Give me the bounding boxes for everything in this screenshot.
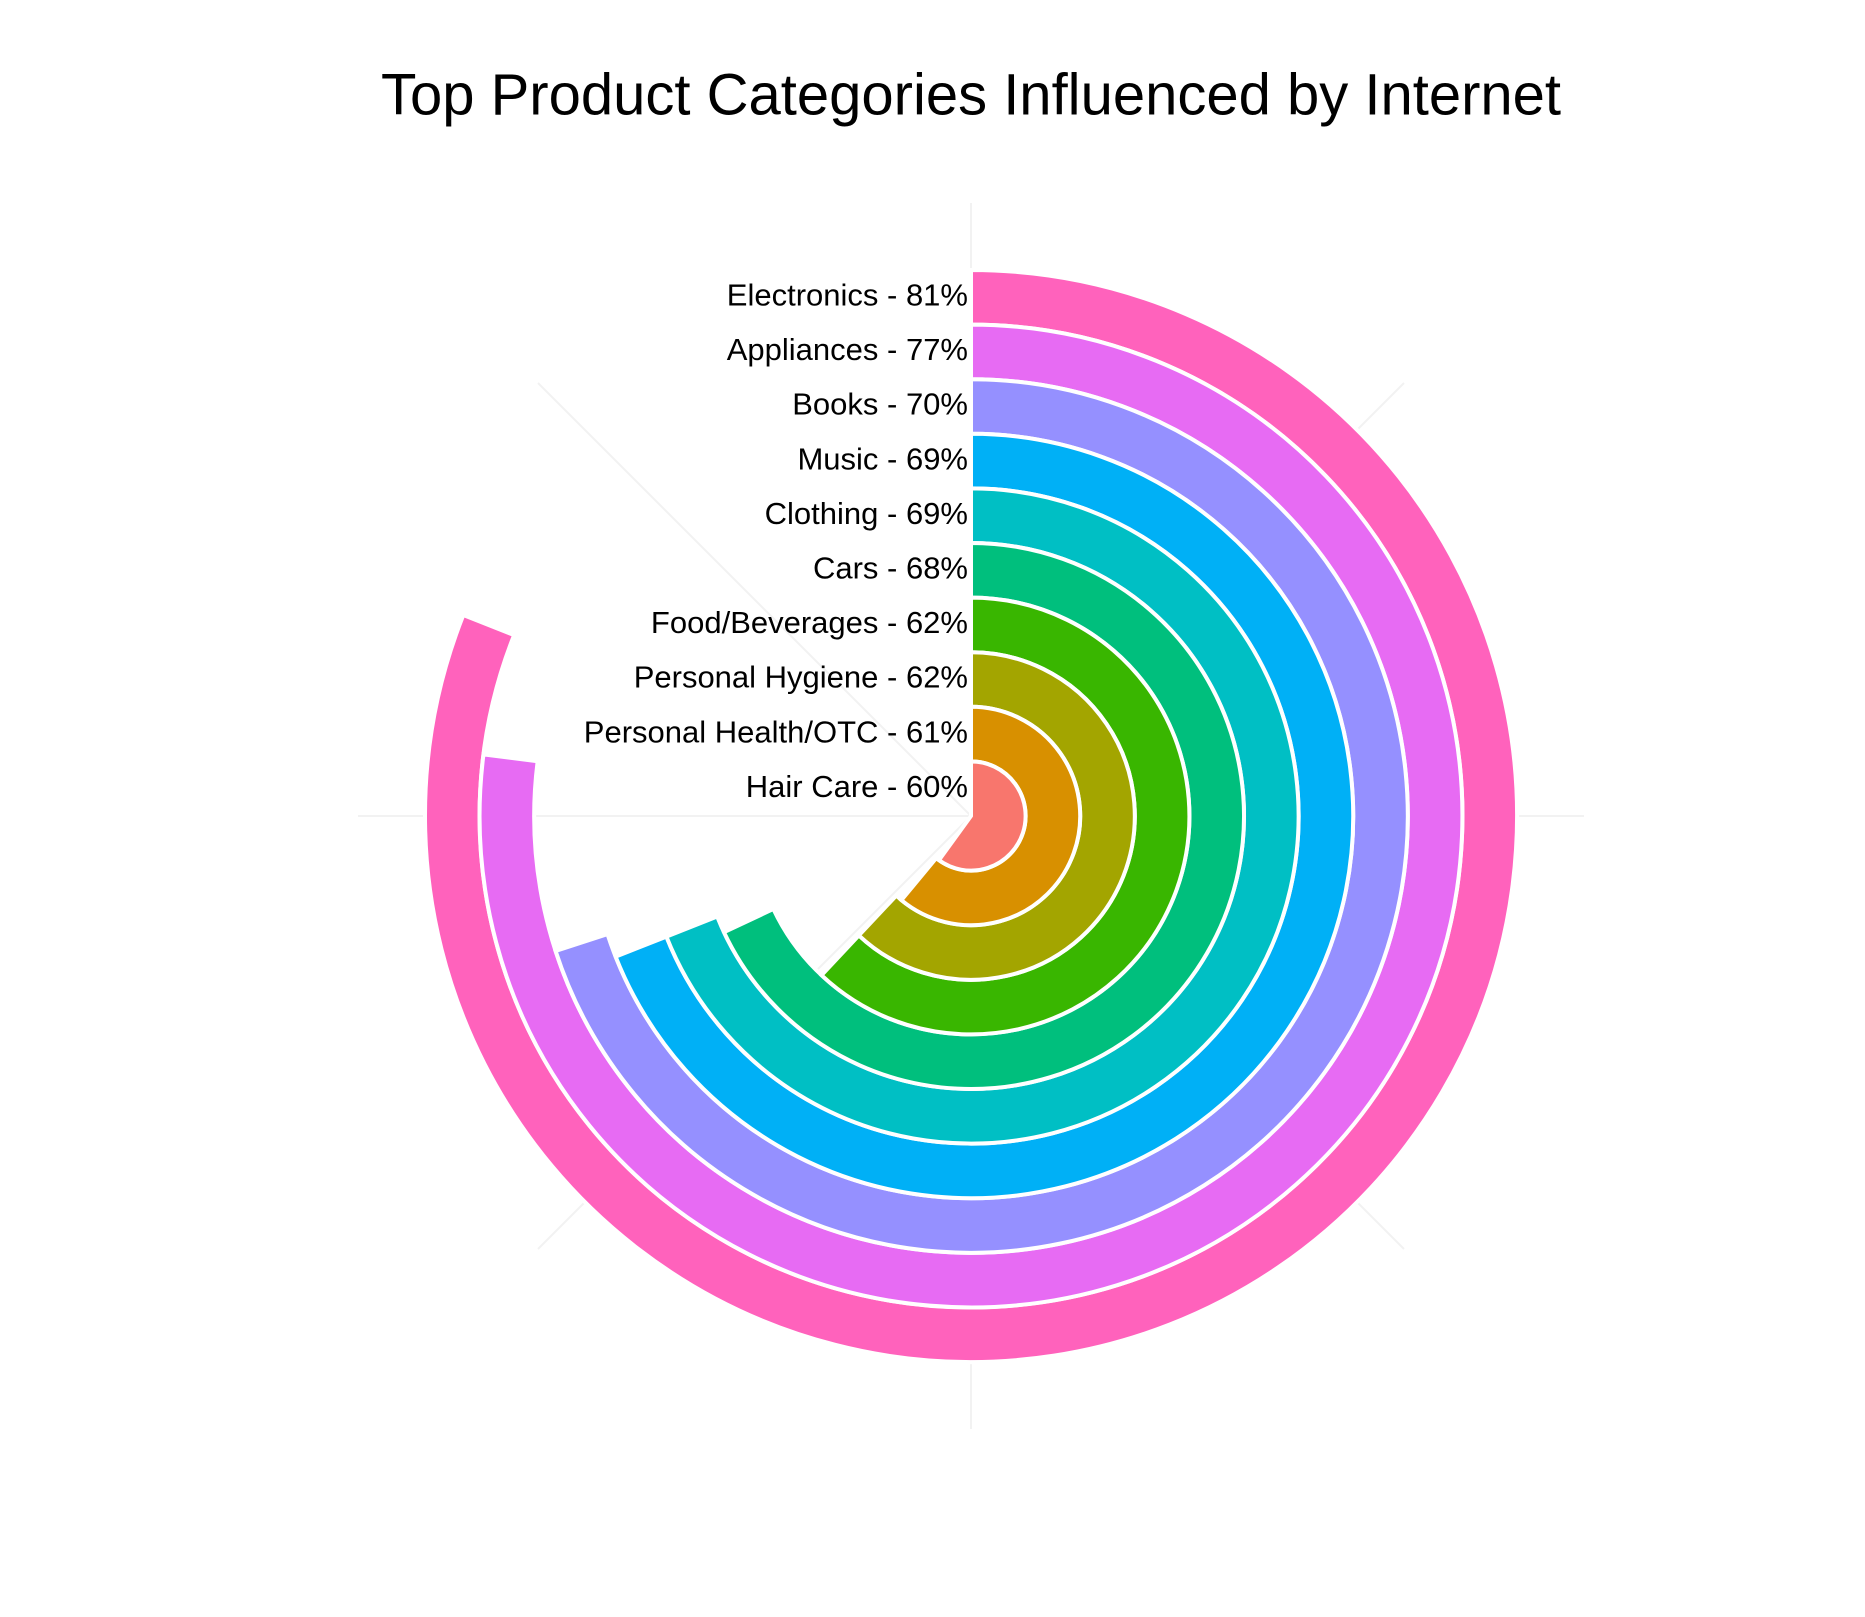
radial-bar — [936, 759, 1028, 873]
data-label: Food/Beverages - 62% — [651, 605, 968, 640]
chart-title: Top Product Categories Influenced by Int… — [381, 62, 1561, 127]
data-label: Personal Health/OTC - 61% — [584, 714, 968, 749]
data-label: Appliances - 77% — [727, 332, 968, 367]
data-label: Clothing - 69% — [765, 496, 968, 531]
data-label: Music - 69% — [797, 441, 968, 476]
data-label: Hair Care - 60% — [746, 769, 968, 804]
data-label: Electronics - 81% — [727, 277, 968, 312]
data-label: Books - 70% — [792, 387, 968, 422]
bars — [423, 267, 1519, 1364]
labels: Electronics - 81% Appliances - 77% Books -… — [584, 277, 968, 803]
data-label: Personal Hygiene - 62% — [634, 660, 968, 695]
data-label: Cars - 68% — [813, 550, 968, 585]
